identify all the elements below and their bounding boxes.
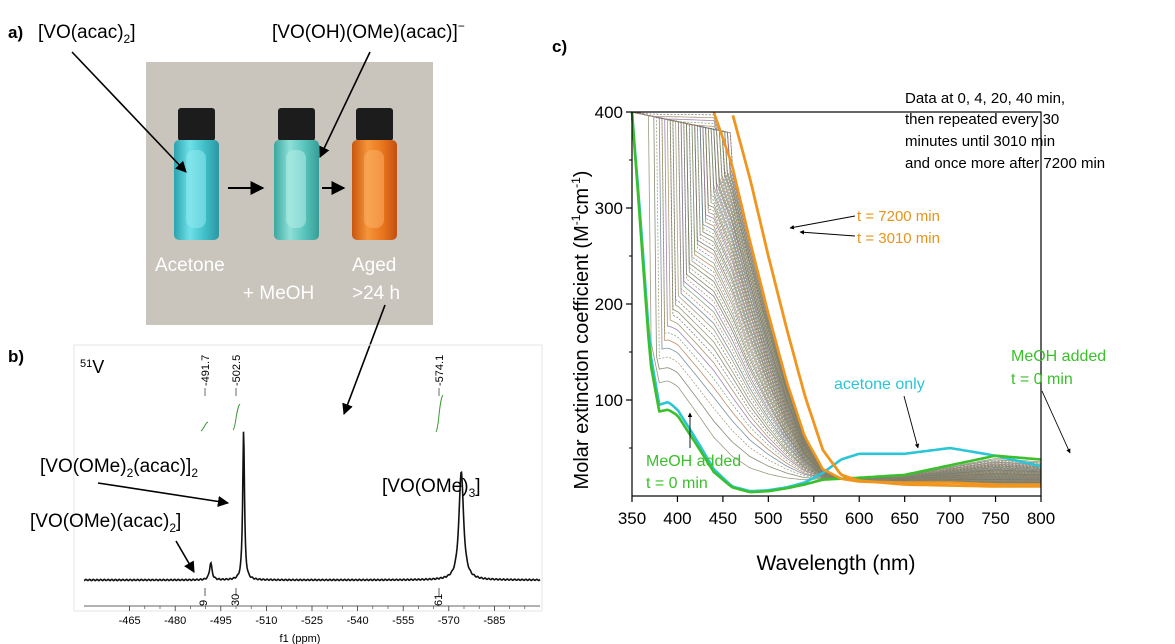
uv-series-acetone-only — [630, 111, 1042, 493]
nmr-x-tick-label: -495 — [210, 615, 232, 627]
uv-x-tick-label: 450 — [709, 509, 737, 528]
vial-label-acetone: Acetone — [155, 255, 225, 276]
arrow-to-vial2 — [319, 51, 371, 159]
integral-curve-1 — [200, 421, 209, 432]
vial-cap — [278, 108, 315, 141]
vial-acetone — [174, 108, 219, 240]
uv-y-tick-label: 200 — [595, 295, 623, 314]
vial-label-aged: Aged — [352, 255, 396, 276]
uv-x-tick-label: 550 — [800, 509, 828, 528]
panel-c: c) Molar extinction coefficient (M-1cm-1… — [552, 37, 1106, 575]
integral-value-2: 30 — [230, 594, 242, 606]
annotation-line-1: Data at 0, 4, 20, 40 min, — [905, 90, 1065, 107]
panel-c-label: c) — [552, 37, 567, 56]
uv-series-t7200 — [731, 115, 1041, 488]
integral-curve-2 — [232, 403, 241, 431]
uv-y-tick-label: 300 — [595, 199, 623, 218]
compound-label-right: [VO(OH)(OMe)(acac)]− — [272, 19, 465, 43]
uv-key-series — [630, 111, 1042, 494]
uv-x-tick-label: 400 — [663, 509, 691, 528]
peak-label-2: -502.5 — [231, 355, 243, 386]
annotation-line-2: then repeated every 30 — [905, 111, 1059, 128]
uv-intermediate-spectrum — [631, 111, 1042, 481]
label-meoh-left-1: MeOH added — [646, 453, 741, 470]
nmr-x-tick-label: -465 — [119, 615, 141, 627]
nmr-x-tick-label: -570 — [438, 615, 460, 627]
arrow-aged-to-nmr — [342, 304, 386, 416]
nmr-x-tick-label: -525 — [301, 615, 323, 627]
nmr-x-label: f1 (ppm) — [280, 633, 321, 644]
compound-label-left: [VO(acac)2] — [38, 22, 136, 46]
uv-y-tick-label: 100 — [595, 391, 623, 410]
nucleus-label: 51V — [80, 357, 104, 377]
uv-annotation: Data at 0, 4, 20, 40 min, then repeated … — [905, 90, 1105, 172]
uv-y-ticks: 100 200 300 400 — [595, 103, 632, 449]
vial-cap — [356, 108, 393, 141]
uv-x-ticks: 350 400 450 500 550 600 650 700 750 800 — [618, 496, 1055, 528]
label-meoh-right-1: MeOH added — [1011, 348, 1106, 365]
vial-highlight — [286, 150, 306, 228]
nmr-x-ticks: -465 -480 -495 -510 -525 -540 -555 -570 -585 — [119, 606, 526, 627]
label-meoh-right-2: t = 0 min — [1011, 371, 1073, 388]
uv-y-axis-label: Molar extinction coefficient (M-1cm-1) — [569, 171, 593, 490]
uv-x-tick-label: 600 — [845, 509, 873, 528]
nmr-spectrum-line — [83, 431, 541, 582]
panel-a-label: a) — [8, 23, 23, 42]
arrow-dimer — [97, 482, 230, 508]
label-meoh-left-2: t = 0 min — [646, 475, 708, 492]
vial-label-24h: >24 h — [352, 283, 400, 304]
vial-label-meoh: + MeOH — [243, 283, 314, 304]
species-label-monomer: [VO(OMe)(acac)2] — [30, 511, 181, 535]
uv-x-tick-label: 700 — [936, 509, 964, 528]
nmr-x-tick-label: -540 — [347, 615, 369, 627]
integral-value-3: 61 — [433, 594, 445, 606]
uv-x-tick-label: 350 — [618, 509, 646, 528]
uv-intermediate-spectrum — [631, 111, 1042, 480]
label-t-7200: t = 7200 min — [857, 208, 940, 225]
label-acetone-only: acetone only — [834, 376, 925, 393]
species-label-dimer: [VO(OMe)2(acac)]2 — [40, 456, 198, 480]
vial-meoh — [274, 108, 319, 240]
species-label-trimethoxide: [VO(OMe)3] — [382, 476, 481, 500]
nmr-x-tick-label: -585 — [483, 615, 505, 627]
uv-series-meoh-t0 — [630, 111, 1042, 494]
panel-b: b) 51V -491.7 -502.5 -574.1 9 30 61 -465… — [8, 344, 543, 644]
integral-curve-3 — [435, 394, 444, 433]
vial-highlight — [364, 150, 384, 228]
panel-a: a) [VO(acac)2] [VO(OH)(OMe)(acac)]− Acet… — [8, 19, 465, 416]
vial-highlight — [186, 150, 206, 228]
arrow-t-3010 — [799, 230, 856, 237]
vial-aged — [352, 108, 397, 240]
arrow-to-vial1 — [71, 51, 187, 173]
arrow-monomer — [175, 540, 195, 573]
uv-x-tick-label: 500 — [754, 509, 782, 528]
uv-y-tick-label: 400 — [595, 103, 623, 122]
panel-b-label: b) — [8, 347, 24, 366]
peak-label-3: -574.1 — [434, 355, 446, 386]
uv-x-axis-label: Wavelength (nm) — [756, 552, 915, 575]
arrow-meoh-right — [1041, 390, 1071, 454]
nmr-x-tick-label: -510 — [255, 615, 277, 627]
annotation-line-3: minutes until 3010 min — [905, 133, 1055, 150]
peak-label-1: -491.7 — [200, 355, 212, 386]
nmr-x-tick-label: -480 — [164, 615, 186, 627]
integral-value-1: 9 — [198, 600, 210, 606]
label-t-3010: t = 3010 min — [857, 230, 940, 247]
nmr-x-tick-label: -555 — [392, 615, 414, 627]
uv-x-tick-label: 800 — [1027, 509, 1055, 528]
arrow-acetone-only — [903, 395, 920, 449]
nmr-plot-frame — [73, 344, 543, 612]
vial-cap — [178, 108, 215, 141]
annotation-line-4: and once more after 7200 min — [905, 155, 1105, 172]
uv-x-tick-label: 750 — [981, 509, 1009, 528]
uv-x-tick-label: 650 — [890, 509, 918, 528]
arrow-t-7200 — [789, 215, 856, 230]
